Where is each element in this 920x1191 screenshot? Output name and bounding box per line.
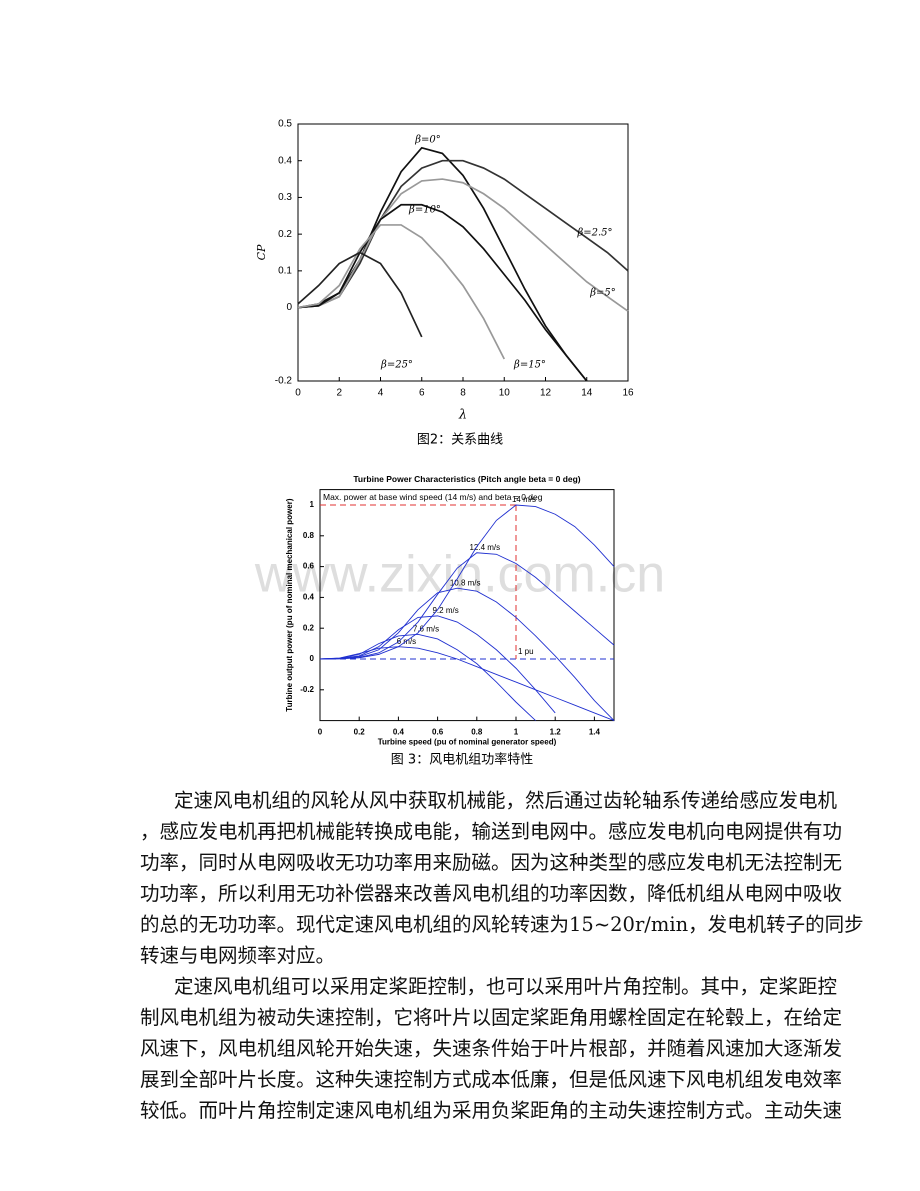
series-label: β=2.5° [576,228,612,239]
series-line [297,146,588,382]
text-line: 风速下，风电机组风轮开始失速，失速条件始于叶片根部，并随着风速加大逐渐发 [140,1037,843,1060]
text-line: 功率，同时从电网吸收无功功率用来励磁。因为这种类型的感应发电机无法控制无 [140,851,843,874]
x-axis-label: λ [458,408,467,423]
x-tick-label: 0 [295,388,301,399]
text-line: 较低。而叶片角控制定速风电机组为采用负桨距角的主动失速控制方式。主动失速 [140,1099,843,1122]
text-line: 展到全部叶片长度。这种失速控制方式成本低廉，但是低风速下风电机组发电效率 [140,1068,843,1091]
series-label: 12.4 m/s [469,543,500,552]
series-label: β=5° [589,288,616,299]
text-line: 定速风电机组的风轮从风中获取机械能，然后通过齿轮轴系传递给感应发电机 [174,789,838,812]
x-tick-label: 4 [378,388,384,399]
series-line [297,178,629,312]
text-line: 转速与电网频率对应。 [140,944,336,967]
y-tick-label: 1 [310,500,315,509]
chart-title: Turbine Power Characteristics (Pitch ang… [353,474,580,484]
text-line: ，感应发电机再把机械能转换成电能，输送到电网中。感应发电机向电网提供有功 [140,820,843,843]
series-line [297,159,629,309]
series-label: β=10° [408,205,441,216]
y-tick-label: 0.2 [303,623,315,632]
x-axis-label: Turbine speed (pu of nominal generator s… [378,738,557,747]
series-label: 9.2 m/s [432,606,458,615]
y-tick-label: 0.4 [278,155,292,166]
y-tick-label: -0.2 [275,376,293,387]
series-line [297,251,423,338]
text-line: 的总的无功功率。现代定速风电机组的风轮转速为15~20r/min，发电机转子的同… [140,913,864,936]
y-tick-label: 0.5 [278,119,292,130]
body-text: 定速风电机组的风轮从风中获取机械能，然后通过齿轮轴系传递给感应发电机 ，感应发电机… [140,785,864,1126]
y-tick-label: 0 [286,302,292,313]
x-tick-label: 2 [336,388,342,399]
text-line: 制风电机组为被动失速控制，它将叶片以固定桨距角用螺栓固定在轮毂上，在给定 [140,1006,843,1029]
series-line [297,203,588,382]
x-tick-label: 12 [540,388,552,399]
text-line: 功功率，所以利用无功补偿器来改善风电机组的功率因数，降低机组从电网中吸收 [140,882,843,905]
y-tick-label: 0.8 [303,531,315,540]
series-line [319,504,615,660]
x-tick-label: 0.6 [432,728,444,737]
x-tick-label: 0.4 [393,728,405,737]
x-tick-label: 10 [499,388,511,399]
text-line: 定速风电机组可以采用定桨距控制，也可以采用叶片角控制。其中，定桨距控 [174,975,838,998]
y-tick-label: 0 [310,654,315,663]
series-label: β=15° [513,360,546,371]
x-tick-label: 8 [460,388,466,399]
y-tick-label: 0.4 [303,593,315,602]
x-tick-label: 14 [581,388,593,399]
series-line [319,646,615,722]
series-label: β=25° [380,360,413,371]
series-label: 14 m/s [512,495,536,504]
y-tick-label: 0.1 [278,265,292,276]
x-tick-label: 1.4 [589,728,601,737]
y-axis-label: Turbine output power (pu of nominal mech… [285,498,294,712]
plot-frame [319,489,615,722]
series-label: 7.6 m/s [413,624,439,633]
series-label: β=0° [414,135,441,146]
caption: 图 3：风电机组功率特性 [391,752,533,768]
series-line [297,224,506,360]
x-tick-label: 6 [419,388,425,399]
x-tick-label: 1 [514,728,519,737]
series-line [319,587,615,721]
y-tick-label: 0.3 [278,192,292,203]
x-tick-label: 1.2 [550,728,562,737]
x-tick-label: 0.2 [354,728,366,737]
plot-frame [297,123,629,382]
series-line [319,633,536,721]
x-tick-label: 0 [318,728,323,737]
y-axis-label: CP [255,244,268,260]
x-tick-label: 16 [622,388,634,399]
y-tick-label: 0.6 [303,562,315,571]
annotation: 1 pu [518,647,534,656]
x-tick-label: 0.8 [471,728,483,737]
series-label: 10.8 m/s [450,578,481,587]
y-tick-label: -0.2 [300,685,314,694]
y-tick-label: 0.2 [278,229,292,240]
series-line [319,552,615,660]
caption: 图2：关系曲线 [417,433,503,448]
series-line [319,615,556,714]
annotation: Max. power at base wind speed (14 m/s) a… [323,492,543,502]
